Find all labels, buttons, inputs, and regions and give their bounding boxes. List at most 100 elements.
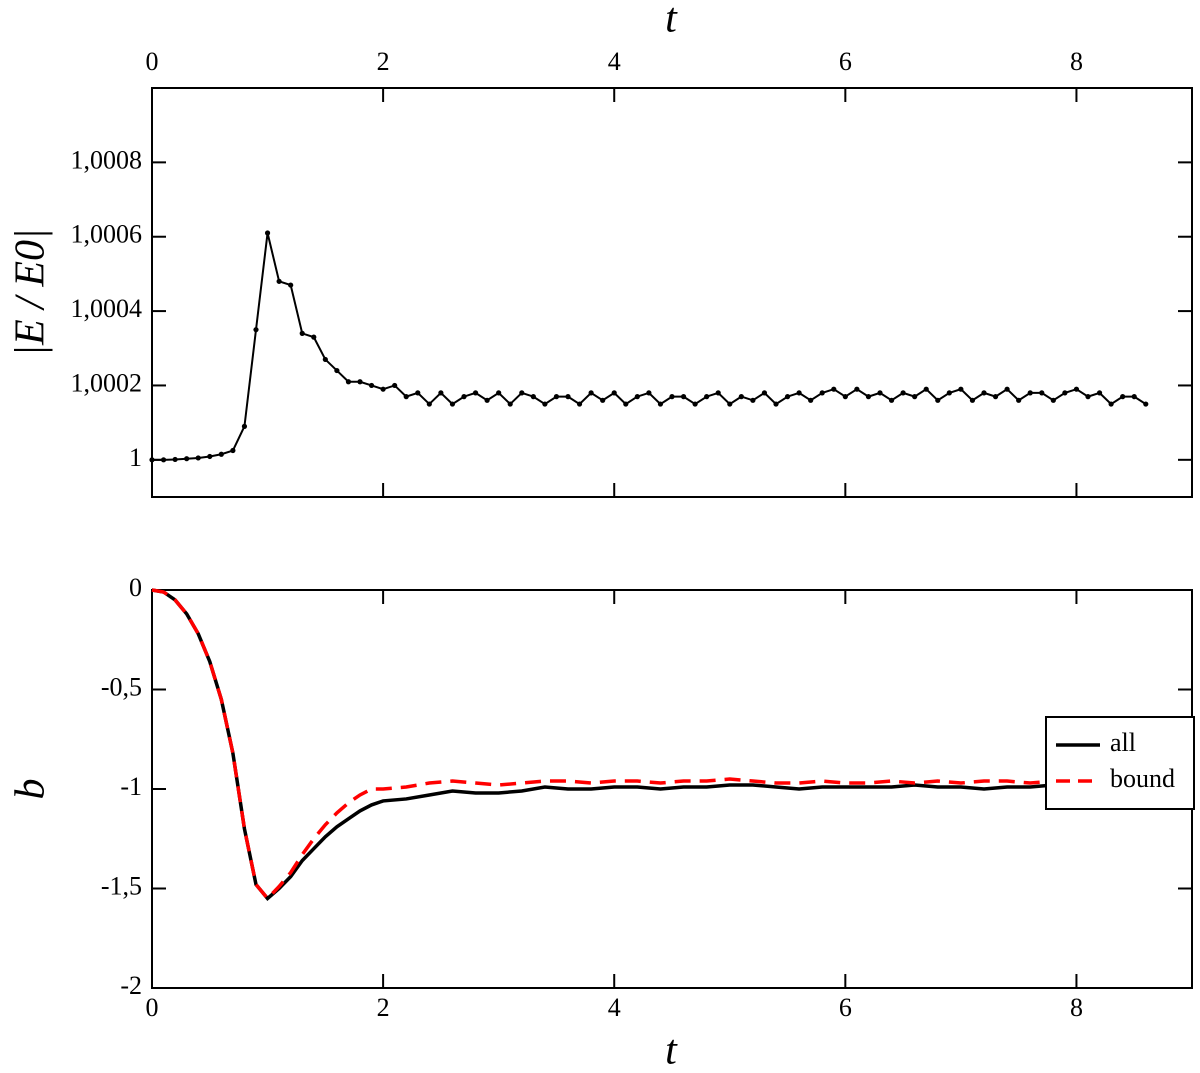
- data-point: [218, 451, 224, 457]
- data-point: [808, 397, 814, 403]
- data-point: [299, 330, 305, 336]
- data-line: [151, 588, 1146, 902]
- data-point: [819, 390, 825, 396]
- data-point: [669, 394, 675, 400]
- data-point: [576, 401, 583, 407]
- data-point: [900, 390, 906, 396]
- y-tick-label: 1,0008: [71, 145, 143, 174]
- x-tick-label: 8: [1070, 47, 1083, 76]
- data-point: [646, 390, 652, 396]
- data-point: [704, 394, 710, 400]
- data-point: [877, 390, 883, 396]
- data-point: [600, 397, 606, 403]
- x-axis-label: t: [665, 0, 678, 42]
- data-point: [530, 394, 536, 400]
- data-point: [865, 394, 872, 400]
- data-point: [288, 282, 294, 288]
- data-point: [507, 401, 513, 407]
- data-point: [519, 390, 525, 396]
- x-tick-label: 6: [839, 47, 852, 76]
- data-point: [854, 386, 860, 392]
- data-point: [195, 455, 201, 461]
- data-point: [496, 390, 502, 396]
- data-point: [727, 401, 733, 407]
- data-point: [553, 394, 560, 400]
- data-point: [160, 457, 167, 463]
- data-point: [1085, 394, 1091, 400]
- data-point: [1096, 390, 1103, 396]
- y-tick-label: -0,5: [101, 672, 142, 701]
- data-point: [1120, 394, 1126, 400]
- data-point: [253, 327, 259, 333]
- data-point: [1143, 401, 1149, 407]
- y-axis-label: |E / E0|: [8, 228, 54, 356]
- y-tick-label: 1,0002: [71, 368, 143, 397]
- x-tick-label: 4: [608, 993, 621, 1022]
- data-point: [1131, 394, 1137, 400]
- data-point: [1016, 397, 1022, 403]
- data-line: [151, 588, 1146, 901]
- data-point: [415, 390, 421, 396]
- data-point: [1050, 397, 1056, 403]
- data-point: [311, 334, 317, 340]
- data-point: [149, 457, 155, 463]
- data-point: [334, 367, 340, 374]
- data-point: [207, 453, 213, 460]
- data-point: [264, 230, 271, 236]
- data-point: [565, 394, 571, 400]
- data-point: [623, 401, 629, 407]
- data-point: [912, 394, 918, 400]
- data-point: [992, 394, 999, 400]
- data-point: [461, 394, 467, 400]
- data-point: [241, 423, 248, 429]
- data-point: [796, 390, 802, 396]
- y-tick-label: -2: [120, 971, 142, 1000]
- x-tick-label: 4: [608, 47, 621, 76]
- x-tick-label: 2: [377, 993, 390, 1022]
- data-point: [588, 390, 594, 396]
- data-point: [380, 386, 386, 392]
- legend-box: [1045, 716, 1195, 810]
- data-point: [888, 397, 895, 403]
- y-tick-label: 1,0004: [71, 294, 143, 323]
- data-point: [1039, 390, 1045, 396]
- data-point: [761, 390, 768, 396]
- data-point: [426, 401, 432, 407]
- y-axis-label: b: [8, 779, 54, 800]
- data-point: [472, 390, 479, 396]
- legend-label: bound: [1110, 764, 1175, 793]
- data-point: [449, 401, 456, 407]
- data-point: [958, 386, 964, 392]
- data-point: [680, 394, 687, 400]
- data-point: [715, 390, 721, 396]
- data-point: [184, 456, 190, 462]
- data-point: [738, 394, 744, 400]
- y-tick-label: 1: [129, 443, 142, 472]
- data-point: [172, 456, 178, 463]
- x-axis-label: t: [665, 1028, 678, 1073]
- x-tick-label: 6: [839, 993, 852, 1022]
- data-point: [773, 401, 779, 407]
- x-tick-label: 0: [146, 47, 159, 76]
- data-point: [935, 397, 941, 403]
- x-tick-label: 0: [146, 993, 159, 1022]
- x-tick-label: 8: [1070, 993, 1083, 1022]
- y-tick-label: 0: [129, 573, 142, 602]
- data-point: [1108, 401, 1114, 407]
- y-tick-label: -1,5: [101, 871, 142, 900]
- data-point: [611, 390, 617, 396]
- y-tick-label: -1: [120, 772, 142, 801]
- data-point: [831, 386, 837, 392]
- data-point: [923, 386, 929, 392]
- data-line: [152, 232, 1147, 461]
- data-point: [322, 356, 328, 363]
- data-point: [1004, 386, 1010, 392]
- data-point: [392, 382, 398, 389]
- data-point: [345, 379, 352, 385]
- data-point: [969, 397, 976, 403]
- data-point: [750, 397, 756, 403]
- data-point: [634, 394, 640, 400]
- data-point: [542, 401, 548, 407]
- data-point: [1073, 386, 1080, 392]
